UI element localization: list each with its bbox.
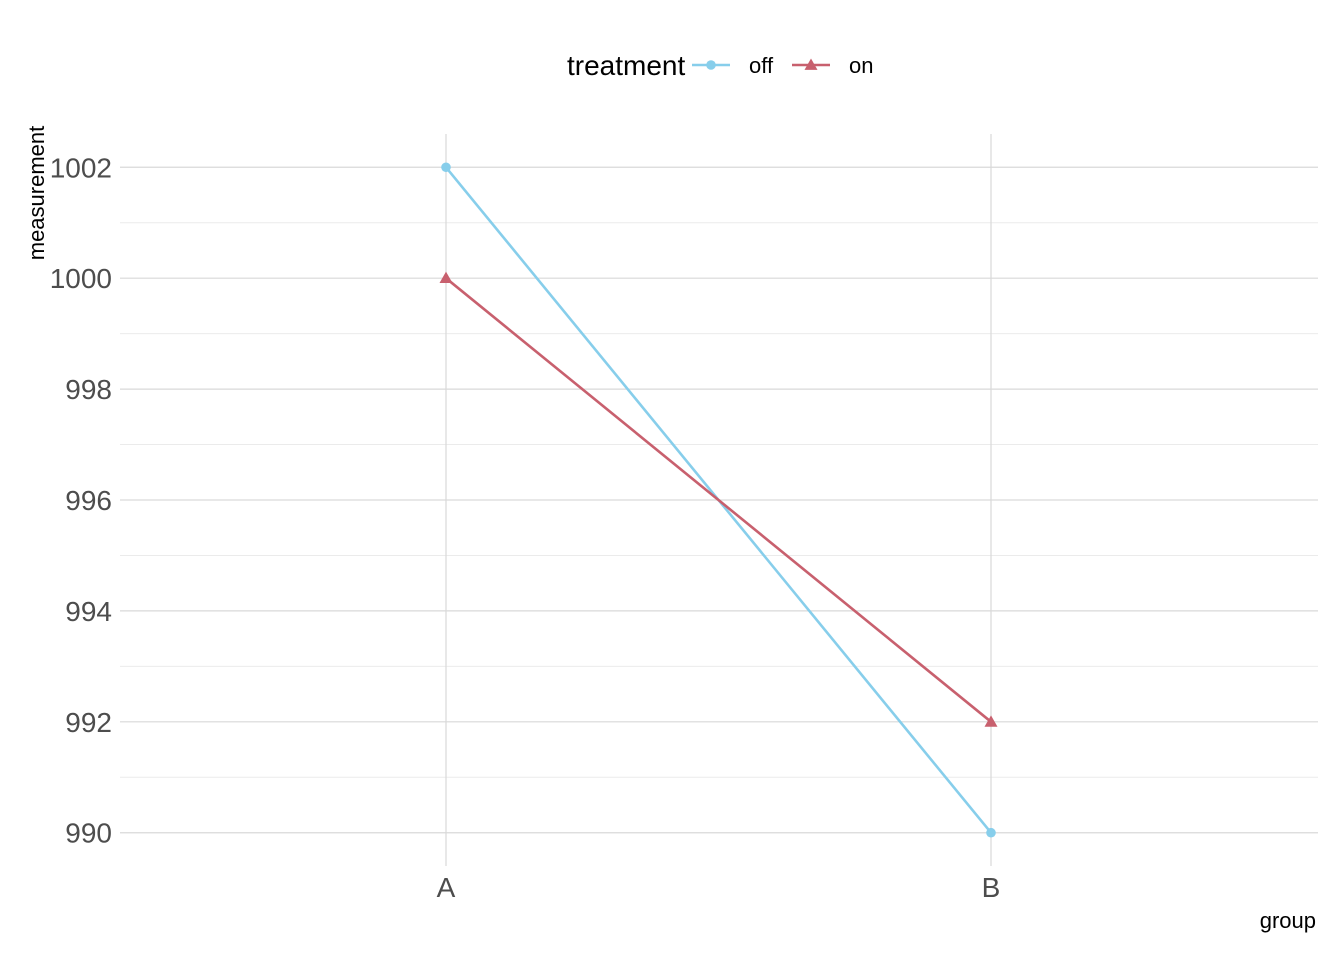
- legend-label: off: [749, 53, 774, 78]
- y-tick-label: 992: [65, 707, 112, 738]
- y-axis-ticks: 990 992 994 996 998 1000 1002: [50, 152, 112, 848]
- legend-key-marker: [804, 58, 818, 70]
- x-tick-label: A: [437, 872, 456, 903]
- x-tick-label: B: [982, 872, 1001, 903]
- y-tick-label: 996: [65, 485, 112, 516]
- series-line-on: [445, 277, 992, 723]
- y-tick-label: 998: [65, 374, 112, 405]
- data-point-off: [441, 162, 451, 173]
- legend-label: on: [849, 53, 873, 78]
- y-axis-title: measurement: [24, 126, 49, 261]
- legend-key-marker: [706, 60, 716, 70]
- data-point-off: [986, 827, 996, 838]
- legend: treatment off on: [567, 50, 873, 81]
- y-tick-label: 1002: [50, 152, 112, 183]
- data-point-on: [984, 715, 998, 727]
- y-tick-label: 1000: [50, 263, 112, 294]
- legend-item-off: off: [692, 53, 774, 78]
- series-layer: [439, 162, 998, 838]
- y-tick-label: 994: [65, 596, 112, 627]
- grid: [120, 134, 1318, 866]
- legend-item-on: on: [792, 53, 873, 78]
- x-axis-title: group: [1260, 908, 1316, 933]
- series-on: [439, 271, 998, 727]
- data-point-on: [439, 271, 453, 284]
- y-tick-label: 990: [65, 818, 112, 849]
- legend-title: treatment: [567, 50, 685, 81]
